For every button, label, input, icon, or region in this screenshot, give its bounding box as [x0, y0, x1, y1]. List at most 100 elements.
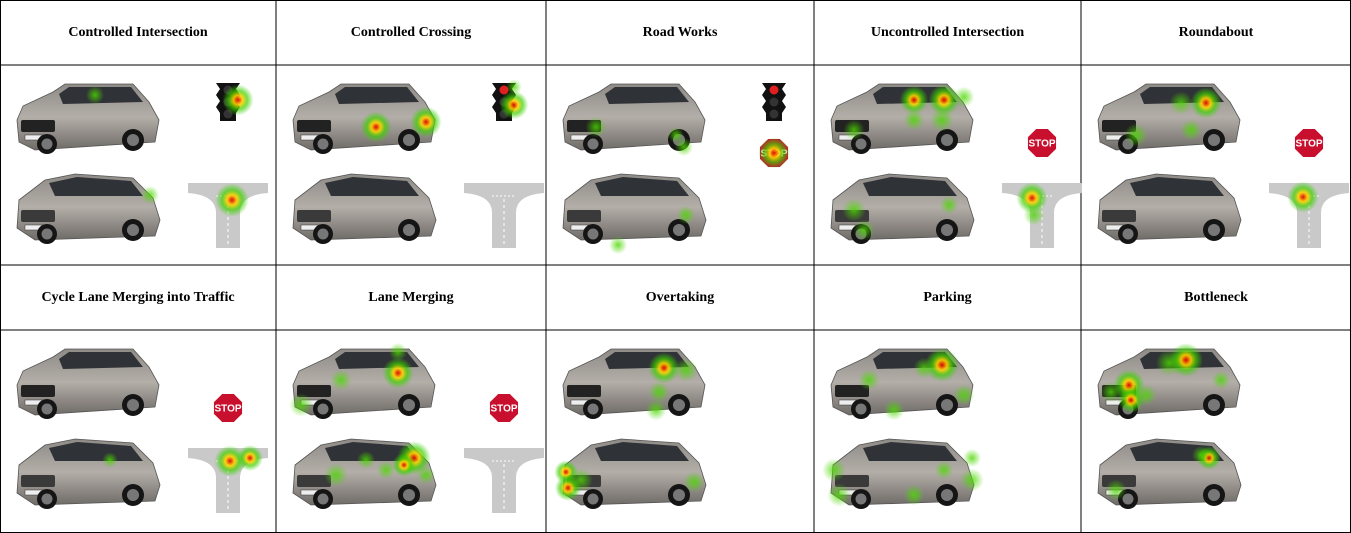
- rim: [855, 138, 867, 150]
- car-grille: [567, 210, 601, 222]
- panel-image: [1097, 343, 1242, 509]
- panel-image: [292, 79, 544, 248]
- attention-heat: [648, 352, 680, 384]
- rim: [1207, 133, 1221, 147]
- road: [464, 448, 544, 513]
- panel-title: Bottleneck: [1184, 290, 1248, 305]
- panel-title: Overtaking: [646, 290, 714, 305]
- road: [1269, 183, 1349, 248]
- rim: [940, 133, 954, 147]
- attention-heat: [853, 219, 875, 241]
- attention-heat: [1287, 181, 1319, 213]
- attention-heat: [674, 137, 694, 157]
- attention-heat: [416, 465, 436, 485]
- rim: [126, 133, 140, 147]
- rim: [317, 228, 329, 240]
- stop-label: STOP: [214, 404, 241, 415]
- rim: [672, 223, 686, 237]
- panel-title: Parking: [923, 290, 971, 305]
- attention-heat: [758, 137, 790, 169]
- rim: [41, 138, 53, 150]
- rim: [126, 223, 140, 237]
- attention-heat: [843, 119, 865, 141]
- panel-title: Controlled Intersection: [68, 25, 208, 40]
- attention-heat: [1135, 384, 1157, 406]
- attention-heat: [858, 369, 880, 391]
- rim: [672, 488, 686, 502]
- attention-heat: [928, 84, 960, 116]
- rim: [940, 223, 954, 237]
- attention-heat: [324, 463, 348, 487]
- attention-heat: [382, 357, 414, 389]
- panel-title: Cycle Lane Merging into Traffic: [41, 290, 234, 305]
- panel-image: STOP: [830, 83, 1082, 248]
- car-grille: [567, 385, 601, 397]
- rim: [126, 488, 140, 502]
- rim: [317, 138, 329, 150]
- car-window: [863, 177, 957, 196]
- car-grille: [21, 385, 55, 397]
- attention-heat: [237, 445, 263, 471]
- panel-title: Road Works: [643, 25, 718, 40]
- car-window: [605, 87, 689, 104]
- attention-heat: [645, 399, 667, 421]
- car-grille: [297, 385, 331, 397]
- rim: [402, 488, 416, 502]
- lamp: [769, 85, 779, 95]
- attention-heat: [953, 86, 975, 108]
- car-grille: [835, 475, 869, 487]
- car-grille: [1102, 210, 1136, 222]
- car-grille: [297, 475, 331, 487]
- attention-heat: [410, 106, 442, 138]
- car-rear: [1097, 173, 1242, 244]
- attention-heat: [140, 185, 160, 205]
- car-front: [292, 348, 436, 419]
- attention-heat: [953, 384, 975, 406]
- attention-heat: [960, 468, 984, 492]
- rim: [402, 133, 416, 147]
- panel-title: Lane Merging: [368, 290, 453, 305]
- rim: [587, 493, 599, 505]
- car-rear: [292, 173, 437, 244]
- attention-heat: [1100, 381, 1122, 403]
- panel-image: [554, 348, 707, 509]
- car-window: [863, 442, 957, 461]
- car-window: [59, 352, 143, 369]
- car-grille: [835, 385, 869, 397]
- rim: [940, 398, 954, 412]
- attention-heat: [1191, 445, 1211, 465]
- attention-heat: [569, 468, 593, 492]
- attention-heat: [499, 90, 529, 120]
- rim: [1122, 228, 1134, 240]
- attention-heat: [930, 108, 954, 132]
- attention-heat: [683, 471, 705, 493]
- panel-image: STOP: [562, 83, 790, 255]
- lamp: [769, 109, 779, 119]
- car-window: [49, 177, 143, 196]
- attention-heat: [1156, 350, 1182, 376]
- stop-label: STOP: [1295, 139, 1322, 150]
- attention-heat: [330, 369, 352, 391]
- attention-heat: [585, 116, 607, 138]
- attention-heat: [1211, 370, 1231, 390]
- rim: [587, 403, 599, 415]
- attention-heat: [674, 358, 698, 382]
- rim: [1122, 493, 1134, 505]
- road: [188, 448, 268, 513]
- rim: [402, 223, 416, 237]
- attention-heat: [1190, 87, 1222, 119]
- stop-sign: [1293, 127, 1325, 159]
- rim: [855, 403, 867, 415]
- attention-heat: [1124, 123, 1148, 147]
- attention-heat: [827, 483, 851, 507]
- rim: [855, 493, 867, 505]
- attention-heat: [215, 183, 249, 217]
- attention-heat: [925, 348, 959, 382]
- attention-heat: [1180, 119, 1202, 141]
- attention-heat: [822, 458, 846, 482]
- lamp: [769, 97, 779, 107]
- attention-heat: [388, 342, 408, 362]
- rim: [587, 228, 599, 240]
